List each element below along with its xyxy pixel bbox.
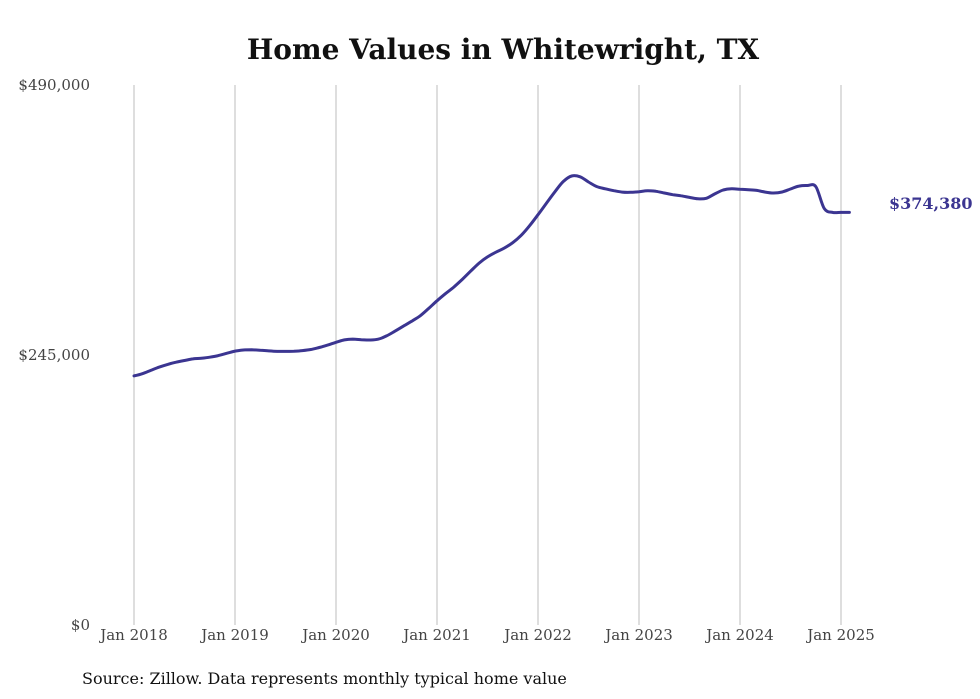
y-tick-label: $490,000	[18, 76, 90, 94]
x-tick-label: Jan 2021	[401, 626, 471, 644]
vertical-gridlines	[133, 85, 842, 625]
y-tick-label: $245,000	[18, 346, 90, 364]
x-tick-label: Jan 2023	[603, 626, 673, 644]
x-tick-label: Jan 2025	[805, 626, 875, 644]
x-tick-label: Jan 2019	[199, 626, 269, 644]
y-axis-tick-labels: $0 $245,000 $490,000	[18, 76, 90, 634]
x-tick-label: Jan 2022	[502, 626, 572, 644]
y-tick-label: $0	[71, 616, 90, 634]
x-tick-label: Jan 2024	[704, 626, 774, 644]
x-tick-label: Jan 2018	[98, 626, 168, 644]
chart-title: Home Values in Whitewright, TX	[247, 33, 760, 66]
latest-value-label: $374,380	[889, 194, 973, 213]
home-value-series-line	[132, 174, 851, 378]
x-tick-label: Jan 2020	[300, 626, 370, 644]
source-note: Source: Zillow. Data represents monthly …	[82, 669, 567, 688]
x-axis-tick-labels: Jan 2018 Jan 2019 Jan 2020 Jan 2021 Jan 2022…	[98, 626, 875, 644]
